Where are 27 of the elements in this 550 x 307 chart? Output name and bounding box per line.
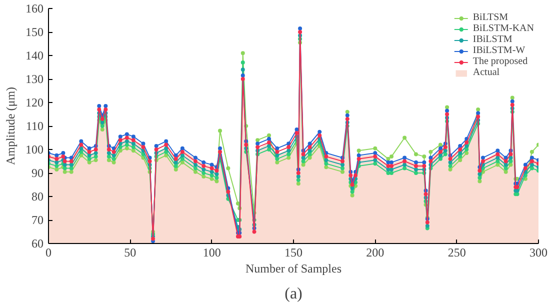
y-tick-label: 110 <box>26 119 44 133</box>
x-tick-label: 200 <box>366 246 384 260</box>
legend-label: Actual <box>472 67 500 78</box>
y-tick-label: 150 <box>26 25 44 39</box>
legend-label: The proposed <box>472 56 528 67</box>
legend-label: IBiLSTM-W <box>472 45 526 56</box>
x-tick-label: 100 <box>202 246 221 260</box>
y-tick-label: 100 <box>26 142 44 156</box>
x-tick-label: 50 <box>124 246 136 260</box>
x-tick-label: 250 <box>448 246 466 260</box>
text: (a) <box>284 286 302 302</box>
x-tick-label: 150 <box>284 246 302 260</box>
x-tick-label: 0 <box>46 246 52 260</box>
y-tick-label: 60 <box>32 236 44 250</box>
y-tick-label: 90 <box>32 166 44 180</box>
legend-label: BiLSTM-KAN <box>472 23 534 34</box>
y-tick-label: 160 <box>26 2 44 16</box>
y-tick-label: 80 <box>32 190 44 204</box>
y-tick-label: 70 <box>32 213 44 227</box>
y-tick-label: 130 <box>26 72 44 86</box>
y-tick-label: 120 <box>26 96 44 110</box>
x-tick-label: 300 <box>530 246 548 260</box>
x-axis-title: Number of Samples <box>246 262 342 276</box>
y-tick-label: 140 <box>26 48 44 62</box>
y-axis-title: Amplitude (μm) <box>4 86 18 166</box>
legend-label: IBiLSTM <box>472 34 512 45</box>
legend-label: BiLTSM <box>472 12 508 23</box>
